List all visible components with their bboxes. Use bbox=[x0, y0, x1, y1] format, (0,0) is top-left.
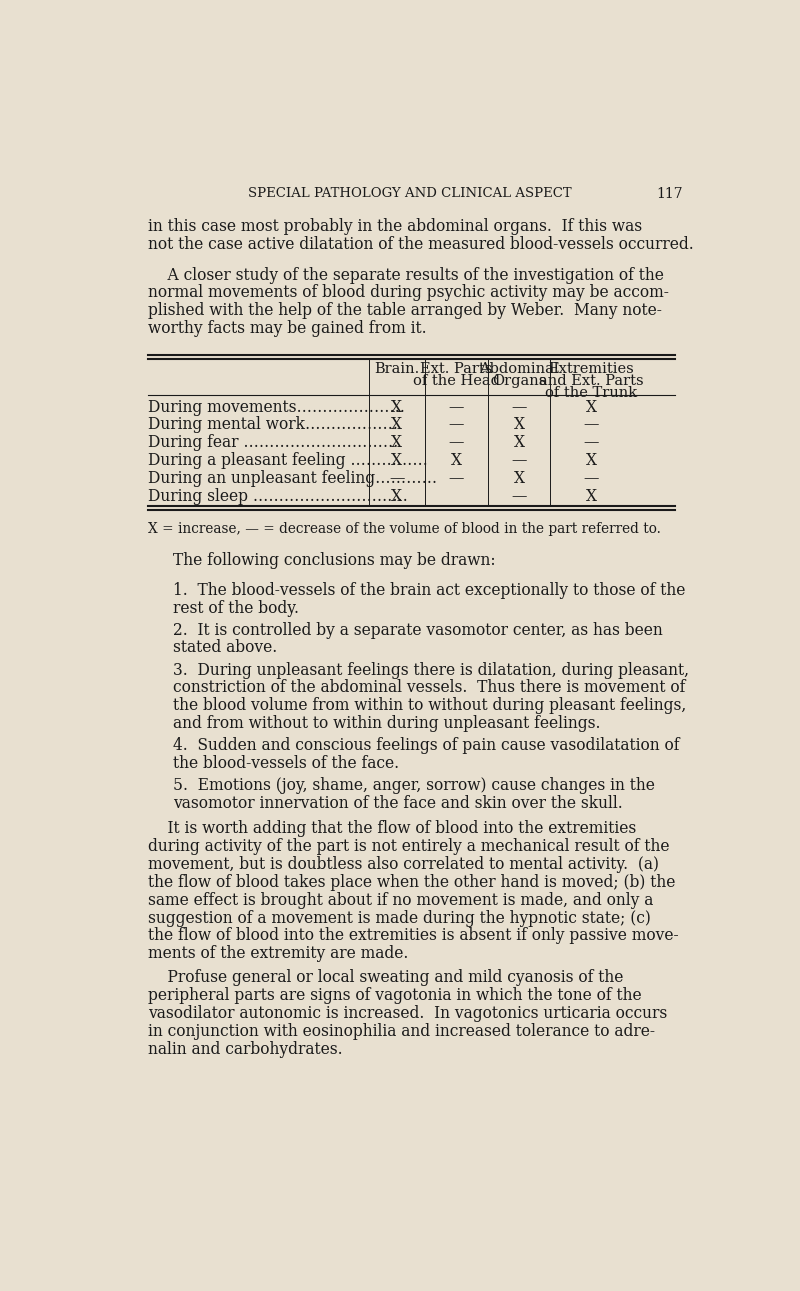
Text: —: — bbox=[449, 417, 464, 434]
Text: The following conclusions may be drawn:: The following conclusions may be drawn: bbox=[173, 553, 495, 569]
Text: peripheral parts are signs of vagotonia in which the tone of the: peripheral parts are signs of vagotonia … bbox=[148, 988, 642, 1004]
Text: X: X bbox=[514, 434, 525, 452]
Text: the blood volume from within to without during pleasant feelings,: the blood volume from within to without … bbox=[173, 697, 686, 714]
Text: and Ext. Parts: and Ext. Parts bbox=[538, 374, 643, 389]
Text: ments of the extremity are made.: ments of the extremity are made. bbox=[148, 945, 409, 962]
Text: During sleep …………………………: During sleep ………………………… bbox=[148, 488, 408, 505]
Text: During movements…………………: During movements………………… bbox=[148, 399, 405, 416]
Text: constriction of the abdominal vessels.  Thus there is movement of: constriction of the abdominal vessels. T… bbox=[173, 679, 686, 696]
Text: X = increase, — = decrease of the volume of blood in the part referred to.: X = increase, — = decrease of the volume… bbox=[148, 522, 661, 536]
Text: same effect is brought about if no movement is made, and only a: same effect is brought about if no movem… bbox=[148, 892, 654, 909]
Text: in conjunction with eosinophilia and increased tolerance to adre-: in conjunction with eosinophilia and inc… bbox=[148, 1022, 655, 1041]
Text: 117: 117 bbox=[656, 187, 682, 201]
Text: X: X bbox=[514, 417, 525, 434]
Text: X: X bbox=[586, 452, 597, 469]
Text: during activity of the part is not entirely a mechanical result of the: during activity of the part is not entir… bbox=[148, 838, 670, 855]
Text: Extremities: Extremities bbox=[548, 361, 634, 376]
Text: —: — bbox=[389, 470, 405, 487]
Text: worthy facts may be gained from it.: worthy facts may be gained from it. bbox=[148, 320, 426, 337]
Text: X: X bbox=[451, 452, 462, 469]
Text: 5.  Emotions (joy, shame, anger, sorrow) cause changes in the: 5. Emotions (joy, shame, anger, sorrow) … bbox=[173, 777, 654, 794]
Text: —: — bbox=[511, 452, 527, 469]
Text: X: X bbox=[586, 399, 597, 416]
Text: X: X bbox=[586, 488, 597, 505]
Text: —: — bbox=[449, 434, 464, 452]
Text: X: X bbox=[391, 399, 402, 416]
Text: of the Head: of the Head bbox=[413, 374, 500, 389]
Text: A closer study of the separate results of the investigation of the: A closer study of the separate results o… bbox=[148, 266, 664, 284]
Text: —: — bbox=[449, 399, 464, 416]
Text: During a pleasant feeling ……………: During a pleasant feeling …………… bbox=[148, 452, 428, 469]
Text: vasodilator autonomic is increased.  In vagotonics urticaria occurs: vasodilator autonomic is increased. In v… bbox=[148, 1006, 667, 1022]
Text: —: — bbox=[583, 434, 598, 452]
Text: Profuse general or local sweating and mild cyanosis of the: Profuse general or local sweating and mi… bbox=[148, 970, 623, 986]
Text: It is worth adding that the flow of blood into the extremities: It is worth adding that the flow of bloo… bbox=[148, 820, 636, 838]
Text: During mental work………………: During mental work……………… bbox=[148, 417, 398, 434]
Text: suggestion of a movement is made during the hypnotic state; (c): suggestion of a movement is made during … bbox=[148, 910, 651, 927]
Text: —: — bbox=[511, 399, 527, 416]
Text: —: — bbox=[449, 470, 464, 487]
Text: —: — bbox=[511, 488, 527, 505]
Text: Ext. Parts: Ext. Parts bbox=[420, 361, 493, 376]
Text: X: X bbox=[514, 470, 525, 487]
Text: X: X bbox=[391, 434, 402, 452]
Text: 4.  Sudden and conscious feelings of pain cause vasodilatation of: 4. Sudden and conscious feelings of pain… bbox=[173, 737, 679, 754]
Text: stated above.: stated above. bbox=[173, 639, 277, 657]
Text: nalin and carbohydrates.: nalin and carbohydrates. bbox=[148, 1041, 342, 1057]
Text: the flow of blood takes place when the other hand is moved; (b) the: the flow of blood takes place when the o… bbox=[148, 874, 675, 891]
Text: —: — bbox=[583, 470, 598, 487]
Text: 2.  It is controlled by a separate vasomotor center, as has been: 2. It is controlled by a separate vasomo… bbox=[173, 622, 662, 639]
Text: Abdominal: Abdominal bbox=[479, 361, 559, 376]
Text: normal movements of blood during psychic activity may be accom-: normal movements of blood during psychic… bbox=[148, 284, 669, 301]
Text: plished with the help of the table arranged by Weber.  Many note-: plished with the help of the table arran… bbox=[148, 302, 662, 319]
Text: —: — bbox=[583, 417, 598, 434]
Text: During an unpleasant feeling…………: During an unpleasant feeling………… bbox=[148, 470, 437, 487]
Text: Brain.: Brain. bbox=[374, 361, 419, 376]
Text: 1.  The blood-vessels of the brain act exceptionally to those of the: 1. The blood-vessels of the brain act ex… bbox=[173, 582, 686, 599]
Text: movement, but is doubtless also correlated to mental activity.  (a): movement, but is doubtless also correlat… bbox=[148, 856, 659, 873]
Text: vasomotor innervation of the face and skin over the skull.: vasomotor innervation of the face and sk… bbox=[173, 795, 622, 812]
Text: the blood-vessels of the face.: the blood-vessels of the face. bbox=[173, 755, 399, 772]
Text: During fear …………………………: During fear ………………………… bbox=[148, 434, 398, 452]
Text: 3.  During unpleasant feelings there is dilatation, during pleasant,: 3. During unpleasant feelings there is d… bbox=[173, 661, 689, 679]
Text: Organs: Organs bbox=[492, 374, 546, 389]
Text: and from without to within during unpleasant feelings.: and from without to within during unplea… bbox=[173, 715, 600, 732]
Text: X: X bbox=[391, 452, 402, 469]
Text: SPECIAL PATHOLOGY AND CLINICAL ASPECT: SPECIAL PATHOLOGY AND CLINICAL ASPECT bbox=[248, 187, 572, 200]
Text: X: X bbox=[391, 488, 402, 505]
Text: X: X bbox=[391, 417, 402, 434]
Text: of the Trunk: of the Trunk bbox=[545, 386, 637, 400]
Text: rest of the body.: rest of the body. bbox=[173, 599, 299, 617]
Text: the flow of blood into the extremities is absent if only passive move-: the flow of blood into the extremities i… bbox=[148, 927, 678, 945]
Text: in this case most probably in the abdominal organs.  If this was: in this case most probably in the abdomi… bbox=[148, 218, 642, 235]
Text: not the case active dilatation of the measured blood-vessels occurred.: not the case active dilatation of the me… bbox=[148, 236, 694, 253]
